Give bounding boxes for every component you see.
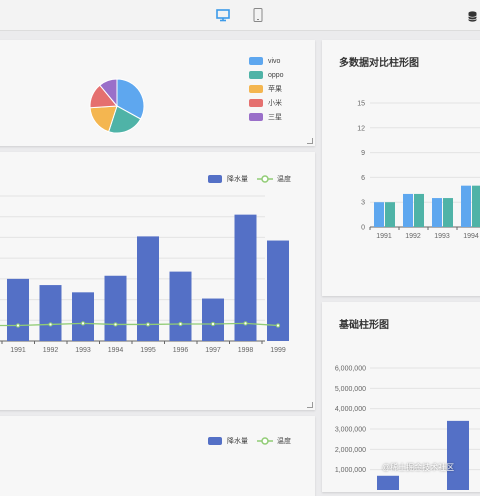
y-tick-label: 6,000,000: [335, 366, 366, 373]
temperature-point: [48, 322, 53, 327]
x-tick-label: 1999: [270, 347, 286, 354]
y-tick-label: 12: [357, 125, 365, 132]
y-tick-label: 4,000,000: [335, 406, 366, 413]
bar: [403, 193, 413, 227]
legend-item[interactable]: 苹果: [249, 82, 284, 96]
temperature-point: [113, 322, 118, 327]
pie-slice: [116, 78, 145, 120]
bar: [137, 236, 159, 341]
x-tick-label: 1994: [108, 347, 124, 354]
y-tick-label: 0: [361, 225, 365, 232]
legend-label: 小米: [268, 100, 282, 107]
y-tick-label: 3: [361, 200, 365, 207]
legend-swatch: [249, 99, 263, 107]
x-tick-label: 1995: [140, 347, 156, 354]
temperature-point: [80, 321, 86, 326]
panel-title: 多数据对比柱形图: [339, 58, 419, 69]
basic-chart-panel: 基础柱形图 1,000,000 2,000,000 3,000,000 4,000,0…: [322, 302, 480, 492]
bottom-chart-panel: 降水量 温度: [0, 416, 315, 496]
legend-item-temperature[interactable]: 温度: [257, 434, 291, 448]
bottom-legend: 降水量 温度: [208, 434, 291, 448]
rainfall-bar-chart: 1991 1992 1993 1994 1995 1996 1997 1998 1999: [0, 195, 289, 354]
pie-chart: [89, 78, 145, 134]
bar: [7, 278, 29, 341]
y-tick-label: 9: [361, 150, 365, 157]
legend-item[interactable]: 三星: [249, 110, 284, 124]
temperature-point: [15, 323, 21, 328]
pie-slice: [108, 105, 142, 134]
x-tick-label: 1994: [463, 233, 479, 240]
bar: [104, 275, 127, 341]
y-tick-label: 3,000,000: [335, 427, 366, 434]
temperature-line: [0, 322, 279, 327]
bar: [385, 202, 395, 227]
rainfall-legend: 降水量 温度: [208, 172, 291, 186]
bar: [461, 185, 471, 227]
legend-item[interactable]: 小米: [249, 96, 284, 110]
temperature-point: [178, 321, 183, 327]
temperature-point: [210, 321, 216, 327]
y-tick-label: 2,000,000: [335, 447, 366, 454]
temperature-point: [243, 321, 248, 326]
y-tick-label: 1,000,000: [335, 467, 366, 474]
bar: [447, 420, 469, 490]
pie-chart-panel: vivo oppo 苹果小米三星: [0, 40, 315, 146]
resize-handle[interactable]: [307, 138, 313, 144]
x-tick-label: 1993: [75, 347, 91, 354]
x-tick-label: 1992: [405, 233, 421, 240]
y-tick-label: 5,000,000: [335, 386, 366, 393]
pie-legend: vivo oppo 苹果小米三星: [249, 54, 284, 124]
x-tick-label: 1996: [173, 347, 189, 354]
temperature-point: [145, 322, 151, 327]
legend-item-temperature[interactable]: 温度: [257, 172, 291, 186]
legend-label: oppo: [268, 71, 284, 79]
desktop-icon[interactable]: [216, 8, 230, 27]
watermark: @稀土掘金技术社区: [382, 463, 455, 472]
compare-bar-chart: 0 3 6 9 12 15 1991 1992 1993 1994: [357, 101, 480, 240]
bar: [267, 240, 289, 341]
temperature-point: [275, 323, 281, 328]
bar: [472, 185, 480, 227]
bar: [374, 202, 384, 227]
y-tick-label: 15: [357, 101, 365, 108]
bar: [432, 198, 442, 227]
database-icon[interactable]: [468, 9, 477, 27]
y-tick-label: 6: [361, 175, 365, 182]
panel-title: 基础柱形图: [339, 320, 389, 331]
top-toolbar: [0, 0, 480, 31]
mobile-icon[interactable]: [253, 8, 263, 27]
legend-swatch: [249, 85, 263, 93]
x-tick-label: 1991: [376, 233, 392, 240]
bar: [169, 271, 192, 341]
basic-bar-chart: 1,000,000 2,000,000 3,000,000 4,000,000 5,00…: [335, 366, 480, 490]
resize-handle[interactable]: [307, 402, 313, 408]
x-tick-label: 1997: [205, 347, 221, 354]
bar: [39, 285, 62, 341]
legend-item-rainfall[interactable]: 降水量: [208, 172, 248, 186]
legend-label: 三星: [268, 114, 282, 121]
bar: [443, 198, 453, 227]
rainfall-chart-panel: 降水量 温度 1991 1992 1993 1994 1995 1996 1997 1998 1…: [0, 152, 315, 410]
pie-slice: [99, 78, 118, 108]
bar: [234, 214, 257, 341]
x-tick-label: 1991: [10, 347, 26, 354]
x-tick-label: 1992: [43, 347, 59, 354]
legend-label: 苹果: [268, 86, 282, 93]
legend-swatch: [249, 57, 263, 65]
legend-label: vivo: [268, 57, 281, 65]
legend-item[interactable]: oppo: [249, 68, 284, 82]
bar: [202, 298, 224, 341]
legend-item[interactable]: vivo: [249, 54, 284, 68]
bar: [377, 475, 399, 490]
legend-item-rainfall[interactable]: 降水量: [208, 434, 248, 448]
legend-swatch: [249, 113, 263, 121]
bar: [414, 193, 424, 227]
bar: [72, 292, 94, 341]
legend-swatch: [249, 71, 263, 79]
x-tick-label: 1993: [434, 233, 450, 240]
x-tick-label: 1998: [238, 347, 254, 354]
compare-chart-panel: 多数据对比柱形图 0 3 6 9 12 15 1991 1992 1993 1994: [322, 40, 480, 296]
